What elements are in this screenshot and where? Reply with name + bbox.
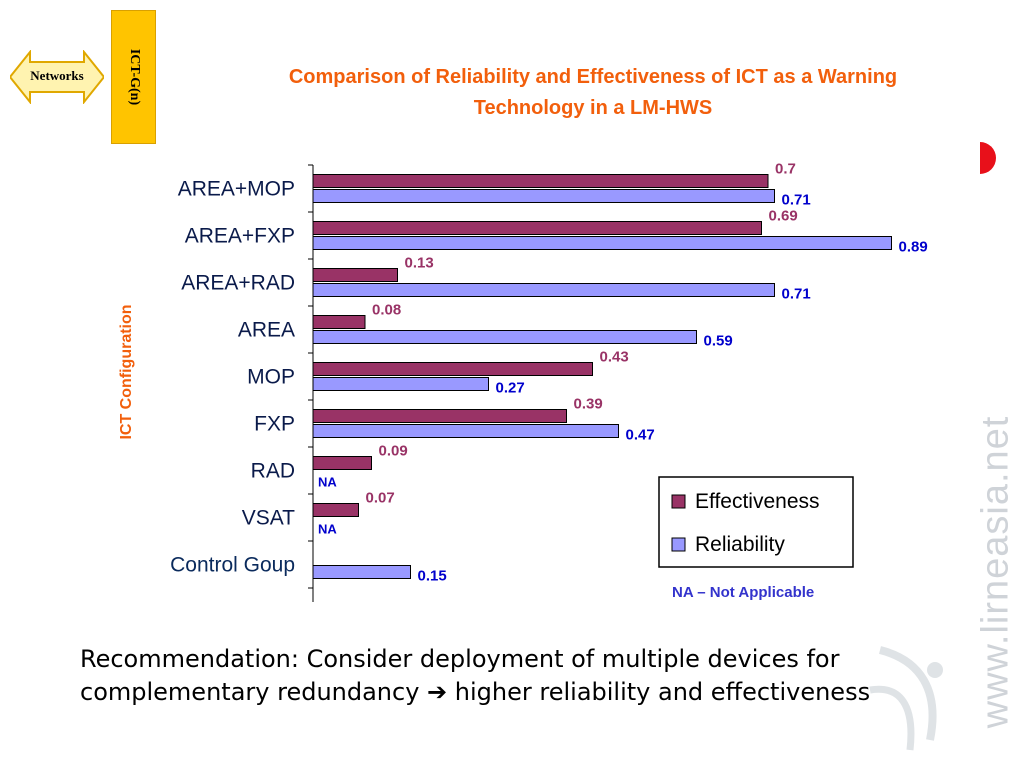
- category-label: AREA+RAD: [181, 272, 295, 295]
- effectiveness-bar: [312, 315, 366, 329]
- reliability-bar: [312, 236, 892, 250]
- legend-swatch-reliability: [671, 537, 686, 552]
- networks-label[interactable]: Networks: [30, 68, 84, 83]
- reliability-value-label: 0.89: [899, 239, 928, 256]
- effectiveness-bar: [312, 409, 567, 423]
- effectiveness-value-label: 0.69: [769, 208, 798, 225]
- recommendation-part-2: higher reliability and effectiveness: [447, 678, 871, 706]
- reliability-value-label: NA: [318, 475, 337, 490]
- right-arrow-icon: ➔: [427, 678, 448, 706]
- legend-swatch-effectiveness: [671, 494, 686, 509]
- reliability-value-label: NA: [318, 522, 337, 537]
- legend-label: Effectiveness: [695, 490, 820, 513]
- ict-tab[interactable]: ICT-G(n): [111, 10, 156, 144]
- category-label: AREA: [238, 319, 295, 342]
- effectiveness-value-label: 0.39: [574, 396, 603, 413]
- effectiveness-value-label: 0.13: [405, 255, 434, 272]
- reliability-bar: [312, 330, 697, 344]
- effectiveness-value-label: 0.09: [379, 443, 408, 460]
- category-label: AREA+MOP: [178, 178, 295, 201]
- reliability-bar: [312, 189, 775, 203]
- reliability-value-label: 0.59: [704, 333, 733, 350]
- networks-arrow-icon[interactable]: [10, 50, 104, 104]
- effectiveness-value-label: 0.43: [600, 349, 629, 366]
- reliability-bar: [312, 283, 775, 297]
- effectiveness-bar: [312, 268, 398, 282]
- reliability-bar: [312, 424, 619, 438]
- effectiveness-value-label: 0.08: [372, 302, 401, 319]
- category-label: AREA+FXP: [185, 225, 295, 248]
- effectiveness-value-label: 0.7: [775, 161, 796, 178]
- legend-label: Reliability: [695, 533, 785, 556]
- reliability-value-label: 0.15: [418, 568, 447, 585]
- leaf-decoration-icon: [869, 646, 943, 751]
- bar-chart: AREA+MOP 0.7 0.71 AREA+FXP 0.69 0.89 AREA+RAD 0…: [170, 161, 928, 602]
- category-label: Control Goup: [170, 554, 295, 577]
- chart-title: Comparison of Reliability and Effectiven…: [288, 66, 898, 119]
- recommendation-text: Recommendation: Consider deployment of m…: [80, 643, 1000, 709]
- red-half-circle-icon: [980, 142, 996, 174]
- effectiveness-value-label: 0.07: [366, 490, 395, 507]
- category-label: FXP: [254, 413, 295, 436]
- reliability-value-label: 0.47: [626, 427, 655, 444]
- reliability-bar: [312, 565, 411, 579]
- recommendation-part-1: Recommendation: Consider deployment of m…: [80, 645, 840, 706]
- effectiveness-bar: [312, 362, 593, 376]
- legend-box: [658, 476, 854, 568]
- effectiveness-bar: [312, 221, 762, 235]
- na-note: NA – Not Applicable: [672, 584, 814, 601]
- reliability-value-label: 0.71: [782, 192, 811, 209]
- category-label: RAD: [251, 460, 295, 483]
- reliability-value-label: 0.27: [496, 380, 525, 397]
- reliability-bar: [312, 377, 489, 391]
- effectiveness-bar: [312, 503, 359, 517]
- effectiveness-bar: [312, 456, 372, 470]
- category-label: MOP: [247, 366, 295, 389]
- reliability-value-label: 0.71: [782, 286, 811, 303]
- category-label: VSAT: [242, 507, 295, 530]
- effectiveness-bar: [312, 174, 769, 188]
